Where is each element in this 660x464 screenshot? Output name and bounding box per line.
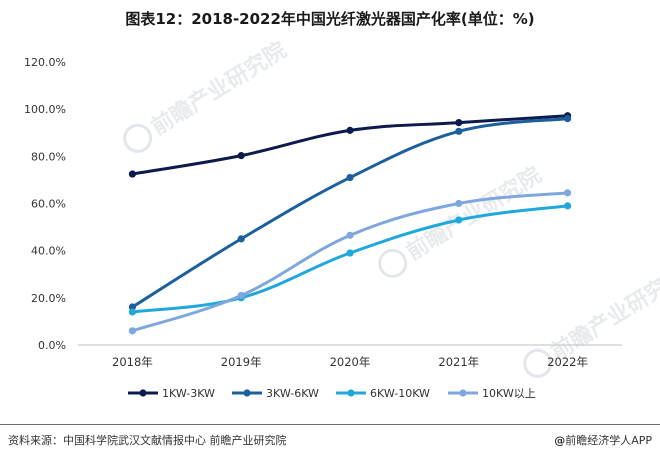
watermark-logo <box>378 248 408 278</box>
data-point <box>455 216 463 224</box>
data-point <box>564 202 572 210</box>
chart-title: 图表12：2018-2022年中国光纤激光器国产化率(单位：%) <box>125 10 535 28</box>
chart-axes: 0.0% 20.0% 40.0% 60.0% 80.0% 100.0% 120.0% 2018… <box>24 56 622 369</box>
y-tick-label: 20.0% <box>31 292 66 305</box>
data-point <box>237 152 245 160</box>
data-point <box>128 303 136 311</box>
y-tick-label: 60.0% <box>31 198 66 211</box>
data-point <box>346 231 354 239</box>
y-tick-label: 120.0% <box>24 56 66 69</box>
data-point <box>564 115 572 123</box>
legend-marker <box>243 389 251 397</box>
watermark-text: 前瞻产业研究院 <box>147 37 291 141</box>
data-point <box>128 308 136 316</box>
legend-label: 1KW-3KW <box>162 387 215 400</box>
credit-note: @前瞻经济学人APP <box>554 432 652 448</box>
watermark: 前瞻产业研究院 <box>523 262 660 378</box>
data-point <box>346 126 354 134</box>
legend-label: 10KW以上 <box>482 387 536 400</box>
legend-label: 3KW-6KW <box>266 387 319 400</box>
legend-marker <box>347 389 355 397</box>
credit-symbol: @ <box>554 434 566 447</box>
y-tick-label: 40.0% <box>31 245 66 258</box>
watermark-logo <box>523 348 553 378</box>
data-point <box>564 189 572 197</box>
data-point <box>237 291 245 300</box>
data-point <box>128 327 136 335</box>
watermark-text: 前瞻产业研究院 <box>402 162 546 266</box>
legend-marker <box>139 389 147 397</box>
chart-legend: 1KW-3KW 3KW-6KW 6KW-10KW 10KW以上 <box>128 387 536 400</box>
watermark-text: 前瞻产业研究院 <box>547 262 660 366</box>
legend-marker <box>459 389 467 397</box>
series-line-3 <box>130 204 570 314</box>
data-point <box>455 199 463 208</box>
data-point <box>237 235 245 243</box>
credit-text: 前瞻经济学人APP <box>565 434 652 447</box>
x-tick-label: 2019年 <box>221 355 262 369</box>
data-point <box>128 170 136 178</box>
legend-label: 6KW-10KW <box>370 387 430 400</box>
data-point <box>455 119 463 127</box>
chart-series <box>128 112 572 335</box>
data-point <box>346 173 354 182</box>
y-tick-label: 100.0% <box>24 103 66 116</box>
x-tick-label: 2022年 <box>547 355 588 369</box>
y-tick-label: 80.0% <box>31 150 66 163</box>
watermark: 前瞻产业研究院 <box>123 37 291 153</box>
footer-divider <box>0 424 660 425</box>
x-tick-label: 2018年 <box>112 355 153 369</box>
data-point <box>455 127 463 135</box>
y-tick-label: 0.0% <box>38 339 66 352</box>
watermark-logo <box>123 123 153 153</box>
x-tick-label: 2020年 <box>330 355 371 369</box>
source-note: 资料来源：中国科学院武汉文献情报中心 前瞻产业研究院 <box>8 434 287 447</box>
x-tick-label: 2021年 <box>438 355 479 369</box>
data-point <box>346 249 354 257</box>
